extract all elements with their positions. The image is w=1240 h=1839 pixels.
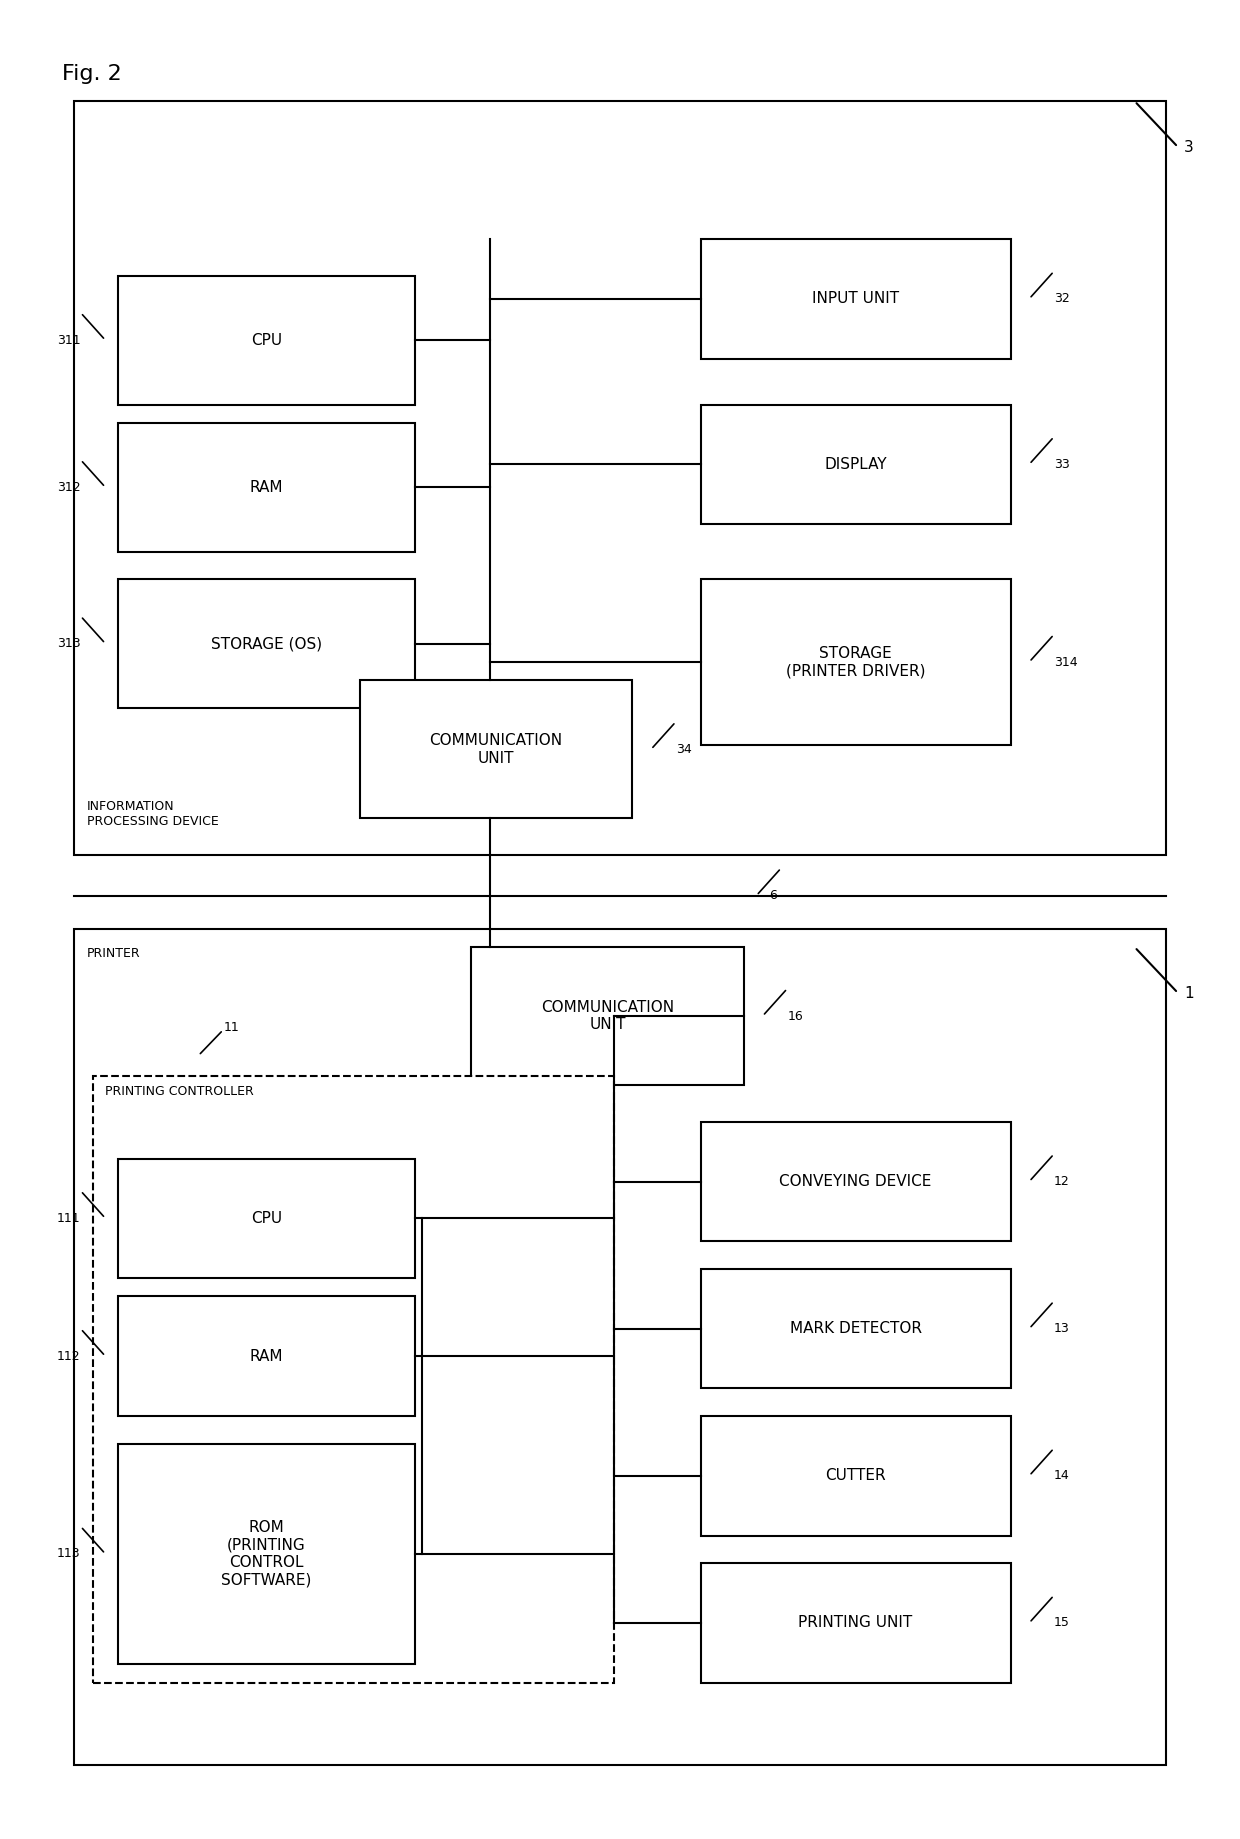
Text: 16: 16	[787, 1010, 804, 1022]
FancyBboxPatch shape	[74, 929, 1166, 1765]
Text: STORAGE (OS): STORAGE (OS)	[211, 636, 322, 651]
Text: 311: 311	[57, 333, 81, 348]
FancyBboxPatch shape	[701, 239, 1011, 359]
Text: CPU: CPU	[250, 1210, 283, 1227]
Text: 33: 33	[1054, 458, 1070, 471]
Text: 112: 112	[57, 1350, 81, 1363]
FancyBboxPatch shape	[701, 1416, 1011, 1536]
Text: RAM: RAM	[249, 1348, 284, 1365]
Text: 111: 111	[57, 1212, 81, 1225]
FancyBboxPatch shape	[701, 1269, 1011, 1388]
FancyBboxPatch shape	[118, 1444, 415, 1664]
FancyBboxPatch shape	[360, 680, 632, 818]
Text: INPUT UNIT: INPUT UNIT	[812, 291, 899, 307]
Text: ROM
(PRINTING
CONTROL
SOFTWARE): ROM (PRINTING CONTROL SOFTWARE)	[222, 1521, 311, 1587]
FancyBboxPatch shape	[118, 1296, 415, 1416]
Text: 3: 3	[1184, 140, 1194, 154]
Text: DISPLAY: DISPLAY	[825, 456, 887, 473]
Text: 12: 12	[1054, 1175, 1070, 1188]
Text: RAM: RAM	[249, 480, 284, 495]
Text: CUTTER: CUTTER	[826, 1468, 885, 1484]
Text: 34: 34	[676, 743, 692, 756]
FancyBboxPatch shape	[74, 101, 1166, 855]
FancyBboxPatch shape	[701, 1122, 1011, 1241]
FancyBboxPatch shape	[701, 1563, 1011, 1683]
Text: COMMUNICATION
UNIT: COMMUNICATION UNIT	[429, 734, 563, 765]
Text: 13: 13	[1054, 1322, 1070, 1335]
Text: 313: 313	[57, 636, 81, 651]
Text: 1: 1	[1184, 986, 1194, 1000]
Text: INFORMATION
PROCESSING DEVICE: INFORMATION PROCESSING DEVICE	[87, 800, 218, 828]
FancyBboxPatch shape	[118, 276, 415, 405]
Text: 314: 314	[1054, 655, 1078, 669]
Text: COMMUNICATION
UNIT: COMMUNICATION UNIT	[541, 1000, 675, 1032]
Text: 6: 6	[769, 888, 776, 903]
Text: Fig. 2: Fig. 2	[62, 64, 122, 85]
Text: CPU: CPU	[250, 333, 283, 348]
Text: 32: 32	[1054, 292, 1070, 305]
Text: PRINTING CONTROLLER: PRINTING CONTROLLER	[105, 1085, 254, 1098]
Text: 14: 14	[1054, 1469, 1070, 1482]
Text: 312: 312	[57, 480, 81, 495]
Text: 11: 11	[223, 1021, 239, 1034]
Text: 15: 15	[1054, 1616, 1070, 1629]
Text: CONVEYING DEVICE: CONVEYING DEVICE	[780, 1173, 931, 1190]
FancyBboxPatch shape	[471, 947, 744, 1085]
FancyBboxPatch shape	[118, 1159, 415, 1278]
Text: STORAGE
(PRINTER DRIVER): STORAGE (PRINTER DRIVER)	[786, 645, 925, 679]
FancyBboxPatch shape	[118, 423, 415, 552]
FancyBboxPatch shape	[118, 579, 415, 708]
Text: MARK DETECTOR: MARK DETECTOR	[790, 1320, 921, 1337]
FancyBboxPatch shape	[701, 579, 1011, 745]
FancyBboxPatch shape	[93, 1076, 614, 1683]
Text: PRINTER: PRINTER	[87, 947, 140, 960]
Text: PRINTING UNIT: PRINTING UNIT	[799, 1615, 913, 1631]
FancyBboxPatch shape	[701, 405, 1011, 524]
Text: 113: 113	[57, 1547, 81, 1561]
